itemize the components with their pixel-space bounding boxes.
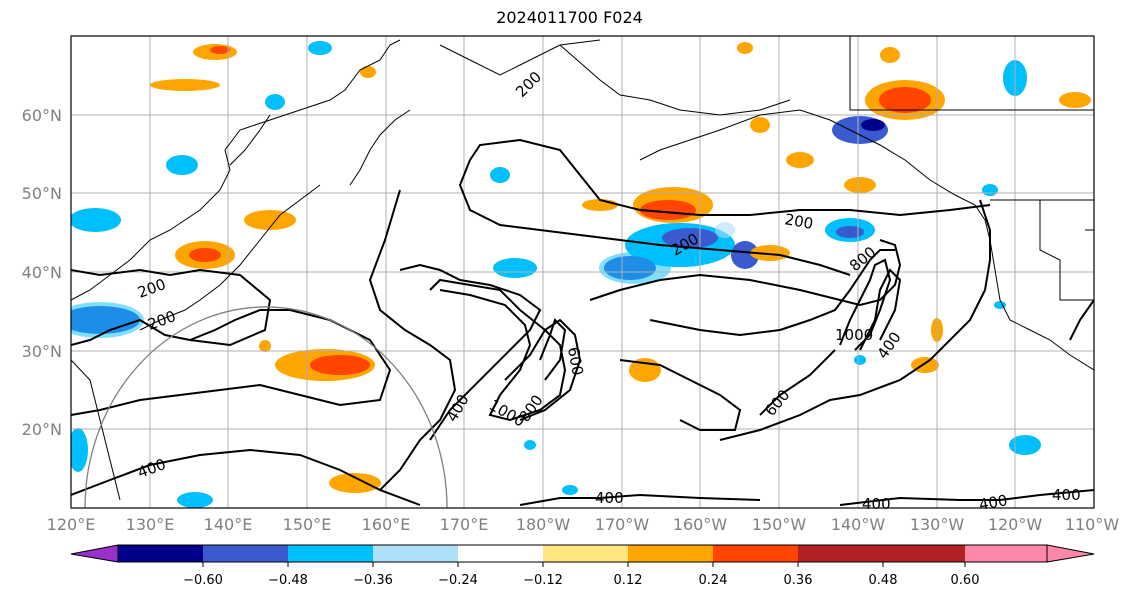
lon-label: 150°W xyxy=(752,515,807,534)
lat-label: 30°N xyxy=(22,342,62,361)
colorbar-swatch xyxy=(288,545,373,562)
contour-lines xyxy=(71,138,1094,506)
colorbar-tick-label: −0.24 xyxy=(438,573,478,588)
contour-label: 400 xyxy=(1052,486,1081,504)
lon-label: 150°E xyxy=(283,515,332,534)
colorbar-swatch xyxy=(118,545,203,562)
colorbar-swatch xyxy=(965,545,1047,562)
lon-label: 160°W xyxy=(673,515,728,534)
lat-label: 50°N xyxy=(22,184,62,203)
lat-labels: 20°N 30°N 40°N 50°N 60°N xyxy=(22,106,62,439)
lon-label: 130°E xyxy=(126,515,175,534)
colorbar-extend-high xyxy=(1046,544,1095,563)
lon-label: 120°E xyxy=(47,515,96,534)
lon-label: 140°E xyxy=(204,515,253,534)
colorbar-swatch xyxy=(543,545,628,562)
lon-label: 180°W xyxy=(516,515,571,534)
colorbar-tick-label: 0.36 xyxy=(784,573,813,588)
contour-label: 400 xyxy=(862,495,891,513)
lon-label: 120°W xyxy=(988,515,1043,534)
lon-label: 140°W xyxy=(831,515,886,534)
contour-label: 600 xyxy=(564,346,587,377)
contour-label: 1000 xyxy=(835,326,873,344)
shaded-anomalies xyxy=(71,41,1091,508)
contour-label: 400 xyxy=(595,489,624,507)
gridlines xyxy=(71,36,1094,508)
colorbar-tick-label: 0.12 xyxy=(614,573,643,588)
map-title: 2024011700 F024 xyxy=(496,8,643,27)
lon-label: 170°E xyxy=(440,515,489,534)
colorbar-swatch xyxy=(713,545,798,562)
lat-label: 60°N xyxy=(22,106,62,125)
colorbar-tick-label: −0.48 xyxy=(268,573,308,588)
colorbar-tick-label: −0.60 xyxy=(183,573,223,588)
colorbar-tick-label: −0.36 xyxy=(353,573,393,588)
colorbar-swatch xyxy=(798,545,883,562)
lon-labels: 120°E 130°E 140°E 150°E 160°E 170°E 180°… xyxy=(47,515,1120,534)
colorbar-swatch xyxy=(203,545,288,562)
colorbar-swatch xyxy=(883,545,965,562)
lon-label: 110°W xyxy=(1065,515,1120,534)
colorbar-border xyxy=(117,544,1048,563)
lon-label: 170°W xyxy=(595,515,650,534)
lat-label: 20°N xyxy=(22,420,62,439)
colorbar-extend-low xyxy=(70,544,119,563)
colorbar-tick-label: 0.24 xyxy=(699,573,728,588)
lat-label: 40°N xyxy=(22,263,62,282)
colorbar: −0.60 −0.48 −0.36 −0.24 −0.12 0.12 0.24 … xyxy=(70,544,1095,588)
colorbar-tick-label: 0.48 xyxy=(869,573,898,588)
lon-label: 160°E xyxy=(362,515,411,534)
colorbar-tick-label: −0.12 xyxy=(523,573,563,588)
colorbar-tick-label: 0.60 xyxy=(951,573,980,588)
contour-label: 400 xyxy=(978,491,1009,514)
colorbar-swatch xyxy=(373,545,458,562)
coastlines xyxy=(71,36,1094,501)
colorbar-swatch xyxy=(628,545,713,562)
map-frame xyxy=(70,35,1095,509)
reference-circle xyxy=(84,306,448,508)
colorbar-swatch xyxy=(458,545,543,562)
lon-label: 130°W xyxy=(910,515,965,534)
contour-label: 200 xyxy=(783,210,814,233)
